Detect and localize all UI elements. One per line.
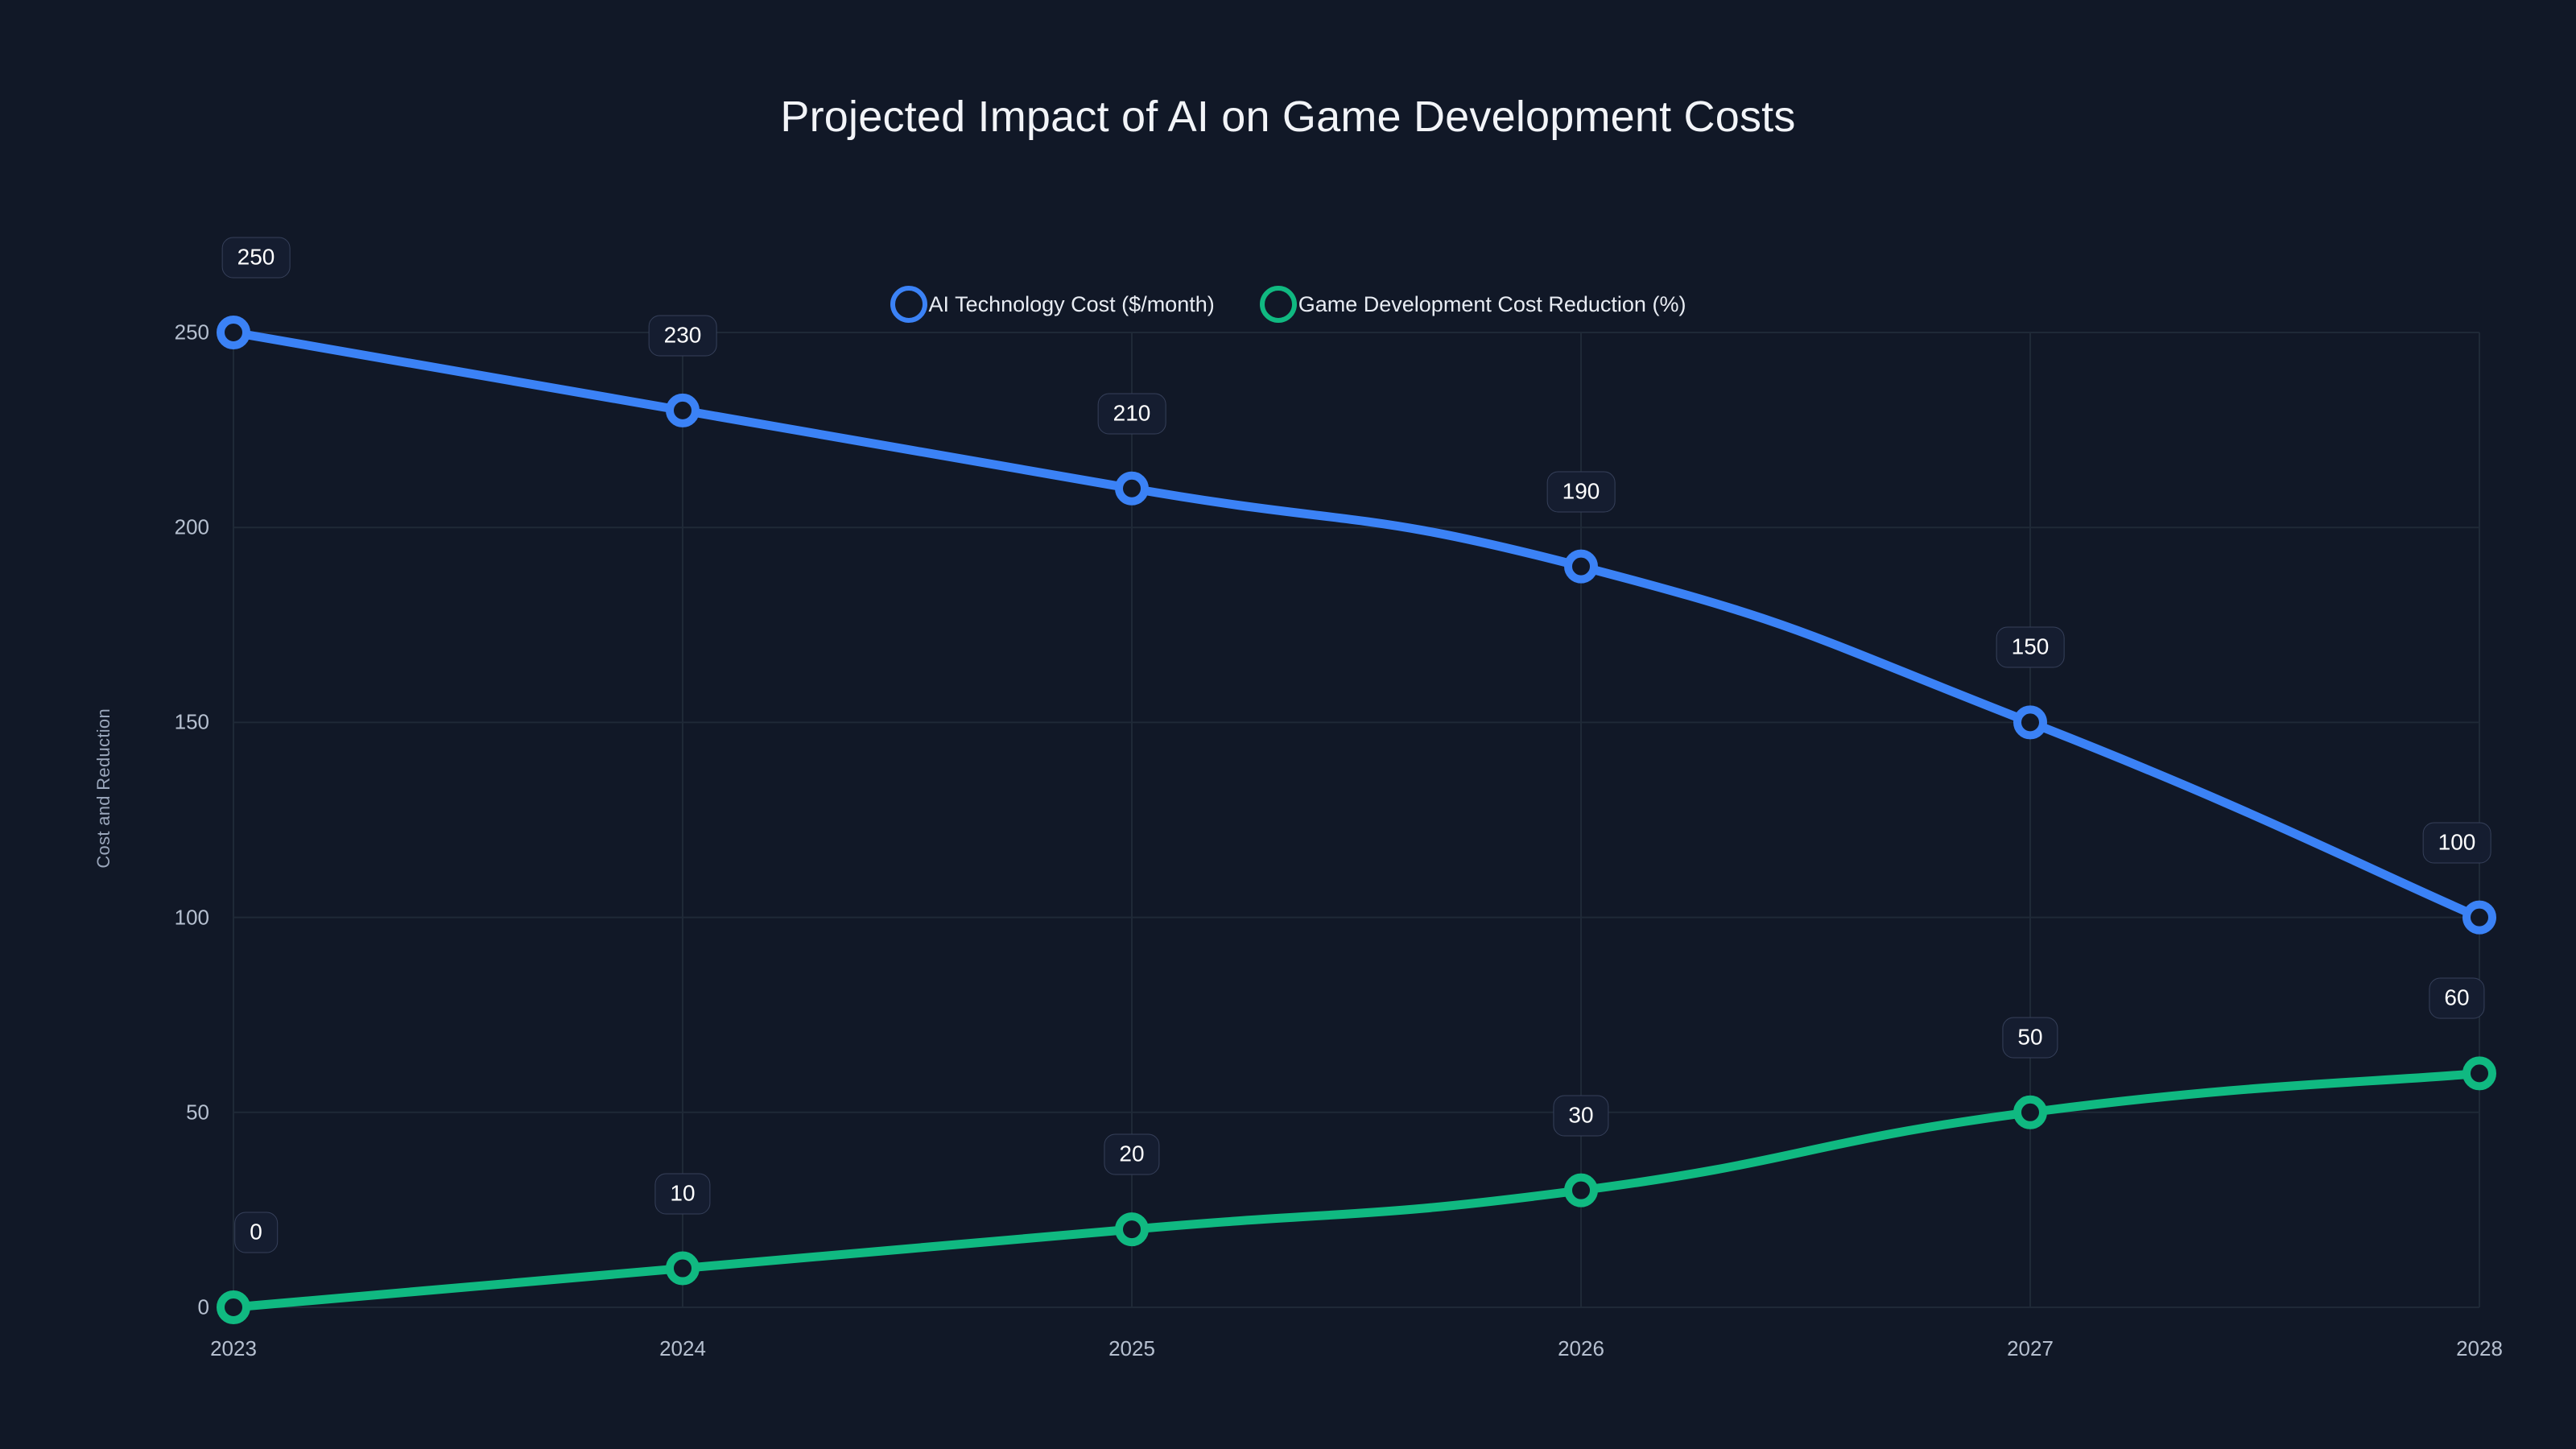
chart-title: Projected Impact of AI on Game Developme… xyxy=(780,93,1796,141)
x-axis-tick-label: 2027 xyxy=(2007,1336,2054,1360)
series-markers xyxy=(217,316,2496,1324)
series-line xyxy=(229,328,2484,923)
x-axis-tick-label: 2025 xyxy=(1108,1336,1155,1360)
data-point-label: 30 xyxy=(1553,1095,1609,1137)
data-point-marker[interactable] xyxy=(1564,1173,1598,1208)
data-point-label: 100 xyxy=(2422,822,2491,864)
y-axis-tick-label: 0 xyxy=(197,1294,209,1319)
data-point-marker[interactable] xyxy=(217,316,250,349)
y-axis-tick-label: 100 xyxy=(174,905,209,930)
data-point-label: 10 xyxy=(654,1173,711,1215)
x-axis-tick-label: 2028 xyxy=(2456,1336,2503,1360)
y-axis-tick-label: 150 xyxy=(174,709,209,734)
data-point-label: 210 xyxy=(1097,393,1166,435)
data-point-marker[interactable] xyxy=(1115,471,1149,506)
data-point-label: 60 xyxy=(2429,977,2485,1019)
data-point-label: 0 xyxy=(234,1212,278,1253)
data-point-marker[interactable] xyxy=(666,1251,700,1286)
series-lines xyxy=(229,328,2484,1312)
y-axis-tick-label: 50 xyxy=(186,1100,209,1125)
series-line xyxy=(229,1068,2484,1312)
data-point-marker[interactable] xyxy=(2462,900,2496,935)
x-axis-tick-label: 2023 xyxy=(210,1336,257,1360)
data-point-label: 250 xyxy=(221,237,291,279)
data-point-marker[interactable] xyxy=(2013,1095,2047,1129)
data-point-label: 20 xyxy=(1104,1133,1160,1175)
data-point-label: 230 xyxy=(648,315,717,357)
y-axis-tick-label: 200 xyxy=(174,514,209,539)
data-point-marker[interactable] xyxy=(217,1290,250,1324)
data-point-marker[interactable] xyxy=(2462,1056,2496,1091)
data-point-marker[interactable] xyxy=(1115,1212,1149,1247)
data-point-marker[interactable] xyxy=(2013,705,2047,740)
data-point-label: 150 xyxy=(1996,626,2065,668)
y-axis-tick-label: 250 xyxy=(174,320,209,345)
data-point-marker[interactable] xyxy=(1564,549,1598,584)
data-point-marker[interactable] xyxy=(666,393,700,427)
y-axis-ticks: 0 50 100 150 200 250 xyxy=(113,0,209,1449)
x-axis-tick-label: 2026 xyxy=(1558,1336,1604,1360)
data-point-label: 190 xyxy=(1546,471,1616,513)
x-axis-tick-label: 2024 xyxy=(659,1336,706,1360)
data-point-label: 50 xyxy=(2002,1017,2058,1059)
grid-lines xyxy=(233,332,2480,1308)
